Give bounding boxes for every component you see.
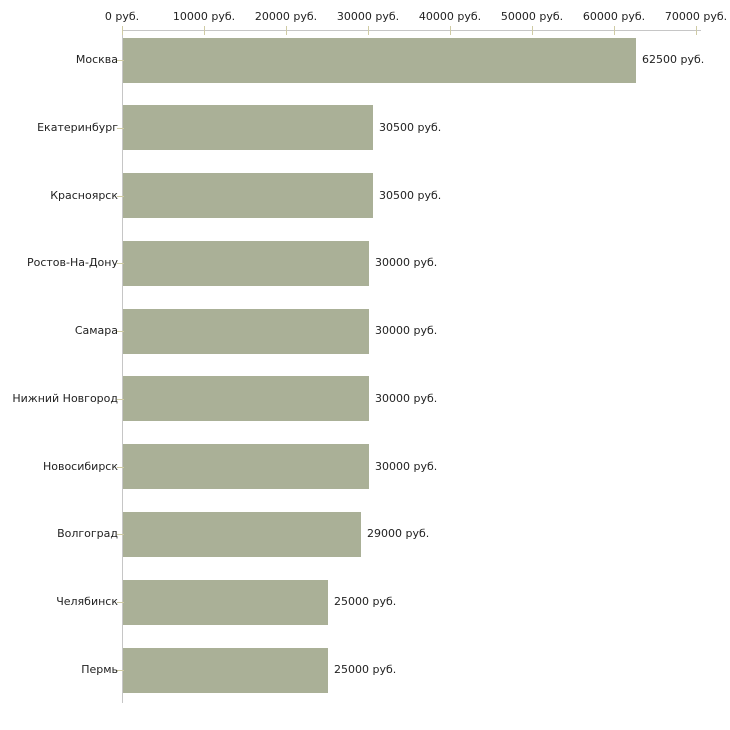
bar-value-label: 29000 руб.	[367, 527, 430, 541]
x-axis-tick	[614, 26, 615, 35]
y-axis-tick	[117, 534, 124, 536]
bar	[123, 173, 373, 219]
x-axis-tick-label: 60000 руб.	[582, 10, 646, 23]
bar-value-label: 25000 руб.	[334, 663, 397, 676]
x-axis-tick-label: 0 руб.	[104, 10, 140, 23]
category-label: Красноярск	[50, 188, 118, 202]
bar	[123, 376, 369, 422]
bar	[123, 647, 328, 693]
bar-value-label: 30500 руб.	[379, 120, 442, 134]
y-axis-tick	[117, 60, 124, 61]
y-axis-tick	[117, 263, 124, 265]
x-axis-line	[122, 30, 701, 31]
x-axis-tick	[204, 26, 205, 35]
category-label: Волгоград	[57, 527, 118, 541]
y-axis-tick	[117, 331, 124, 333]
bar-value-label: 30500 руб.	[379, 188, 442, 202]
x-axis-tick	[696, 26, 697, 35]
bar-value-label: 25000 руб.	[334, 595, 397, 609]
category-label: Ростов-На-Дону	[26, 256, 118, 270]
category-label: Новосибирск	[42, 459, 118, 473]
bar-value-label: 30000 руб.	[375, 459, 438, 473]
bar	[123, 105, 373, 151]
y-axis-tick	[117, 127, 124, 129]
category-label: Челябинск	[56, 595, 118, 609]
category-label: Екатеринбург	[37, 120, 118, 134]
y-axis-tick	[117, 195, 124, 197]
x-axis-tick	[368, 26, 369, 35]
bar-value-label: 30000 руб.	[375, 391, 438, 405]
bar	[123, 511, 361, 557]
bar-value-label: 30000 руб.	[375, 324, 438, 338]
bar	[123, 240, 369, 286]
y-axis-line	[122, 30, 123, 703]
bar	[123, 579, 328, 625]
x-axis-tick-label: 40000 руб.	[418, 10, 482, 23]
bar	[123, 37, 636, 83]
x-axis-tick-label: 70000 руб.	[664, 10, 728, 23]
bar	[123, 308, 369, 354]
x-axis-tick	[122, 26, 123, 35]
y-axis-tick	[117, 670, 124, 671]
y-axis-tick	[117, 602, 124, 604]
bar	[123, 444, 369, 490]
x-axis-tick	[450, 26, 451, 35]
bar-value-label: 30000 руб.	[375, 256, 438, 270]
bar-value-label: 62500 руб.	[642, 53, 705, 66]
x-axis-tick-label: 10000 руб.	[172, 10, 236, 23]
category-label: Самара	[74, 324, 118, 338]
category-label: Нижний Новгород	[12, 391, 118, 405]
category-label: Москва	[75, 53, 118, 66]
x-axis-tick-label: 30000 руб.	[336, 10, 400, 23]
category-label: Пермь	[81, 663, 118, 676]
y-axis-tick	[117, 466, 124, 468]
y-axis-tick	[117, 398, 124, 400]
x-axis-tick	[286, 26, 287, 35]
x-axis-tick-label: 50000 руб.	[500, 10, 564, 23]
x-axis-tick	[532, 26, 533, 35]
x-axis-tick-label: 20000 руб.	[254, 10, 318, 23]
